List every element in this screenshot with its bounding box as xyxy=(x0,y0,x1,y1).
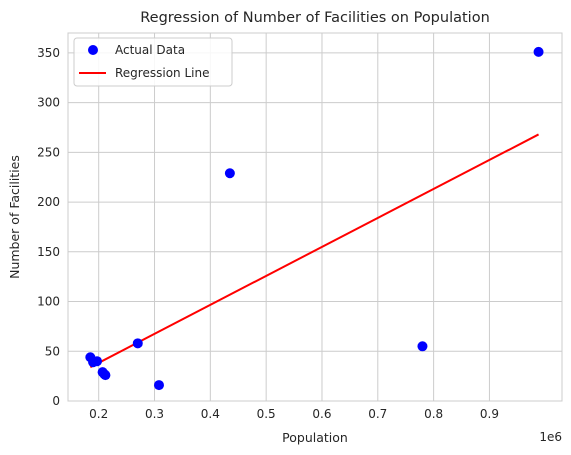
x-axis-label: Population xyxy=(282,430,348,445)
y-tick-label: 250 xyxy=(37,145,60,159)
data-point xyxy=(417,341,428,352)
legend-label-regression-line: Regression Line xyxy=(115,66,209,80)
data-point xyxy=(224,168,235,179)
scatter-points-layer xyxy=(85,46,544,391)
x-tick-label: 0.5 xyxy=(257,407,276,421)
x-tick-label: 0.7 xyxy=(368,407,387,421)
data-point xyxy=(533,46,544,57)
plot-frame xyxy=(67,32,563,402)
legend-box xyxy=(73,37,233,87)
y-tick-label: 50 xyxy=(45,344,60,358)
y-tick-label: 0 xyxy=(52,394,60,408)
data-point xyxy=(132,338,143,349)
y-tick-label: 200 xyxy=(37,195,60,209)
x-tick-label: 0.4 xyxy=(201,407,220,421)
data-point xyxy=(100,370,111,381)
data-point xyxy=(92,356,103,367)
x-tick-label: 0.2 xyxy=(89,407,108,421)
legend-label-actual-data: Actual Data xyxy=(115,43,185,57)
y-axis-label: Number of Facilities xyxy=(7,155,22,279)
x-tick-label: 0.6 xyxy=(312,407,331,421)
y-tick-label: 350 xyxy=(37,46,60,60)
data-point xyxy=(153,380,164,391)
tick-labels: 0.2 0.3 0.4 0.5 0.6 0.7 0.8 0.9 0 50 100 150 200 250 3… xyxy=(37,46,499,421)
x-tick-label: 0.8 xyxy=(424,407,443,421)
axes xyxy=(67,32,563,402)
x-tick-label: 0.3 xyxy=(145,407,164,421)
chart-title: Regression of Number of Facilities on Po… xyxy=(140,10,490,26)
x-axis-offset-label: 1e6 xyxy=(539,430,562,444)
y-tick-label: 100 xyxy=(37,295,60,309)
y-tick-label: 300 xyxy=(37,96,60,110)
legend-marker-actual-data xyxy=(88,45,98,55)
x-tick-label: 0.9 xyxy=(480,407,499,421)
y-tick-label: 150 xyxy=(37,245,60,259)
legend: Actual Data Regression Line xyxy=(73,37,233,87)
regression-line-layer xyxy=(89,133,540,369)
regression-line xyxy=(89,133,540,369)
